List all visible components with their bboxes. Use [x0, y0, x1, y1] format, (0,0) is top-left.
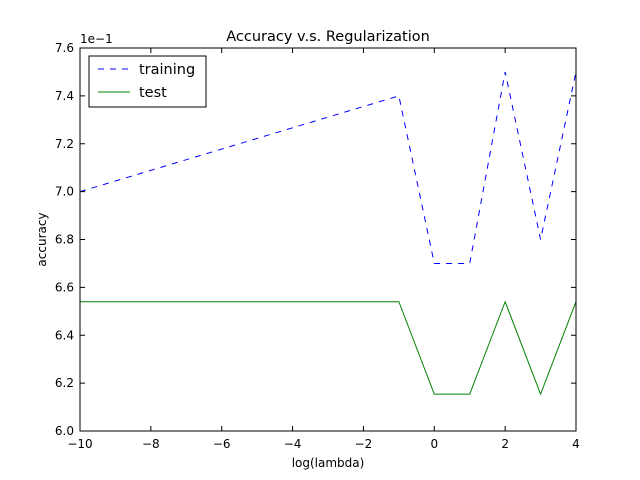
legend-label-test: test — [139, 85, 167, 101]
series-line-test — [80, 300, 577, 396]
x-tick-label: −10 — [67, 437, 92, 451]
series-line-training — [79, 71, 577, 264]
y-tick-label: 6.2 — [55, 376, 74, 390]
series-layer — [79, 71, 577, 396]
x-tick-label: −2 — [355, 437, 373, 451]
y-tick-label: 6.6 — [55, 280, 74, 294]
x-axis-label: log(lambda) — [292, 456, 365, 470]
x-tick-label: −4 — [284, 437, 302, 451]
y-offset-label: 1e−1 — [80, 32, 113, 46]
chart-title: Accuracy v.s. Regularization — [226, 29, 430, 45]
x-tick-label: −6 — [213, 437, 231, 451]
x-tick-label: −8 — [142, 437, 160, 451]
y-tick-label: 6.0 — [55, 424, 74, 438]
y-tick-label: 7.0 — [55, 185, 74, 199]
legend-label-training: training — [139, 62, 195, 78]
y-tick-label: 7.6 — [55, 41, 74, 55]
x-tick-label: 4 — [572, 437, 580, 451]
x-tick-label: 2 — [501, 437, 509, 451]
y-tick-label: 7.4 — [55, 89, 74, 103]
legend: training test — [88, 55, 207, 108]
y-tick-label: 6.8 — [55, 233, 74, 247]
y-tick-label: 7.2 — [55, 137, 74, 151]
y-axis-label: accuracy — [35, 212, 49, 266]
x-tick-label: 0 — [430, 437, 438, 451]
y-tick-label: 6.4 — [55, 328, 74, 342]
ticks-layer: −10 −8 −6 −4 −2 0 2 4 6.0 6.2 6.4 6.6 6.8 7.0 7.2 7.4 7.… — [55, 41, 580, 451]
legend-box — [88, 55, 207, 108]
